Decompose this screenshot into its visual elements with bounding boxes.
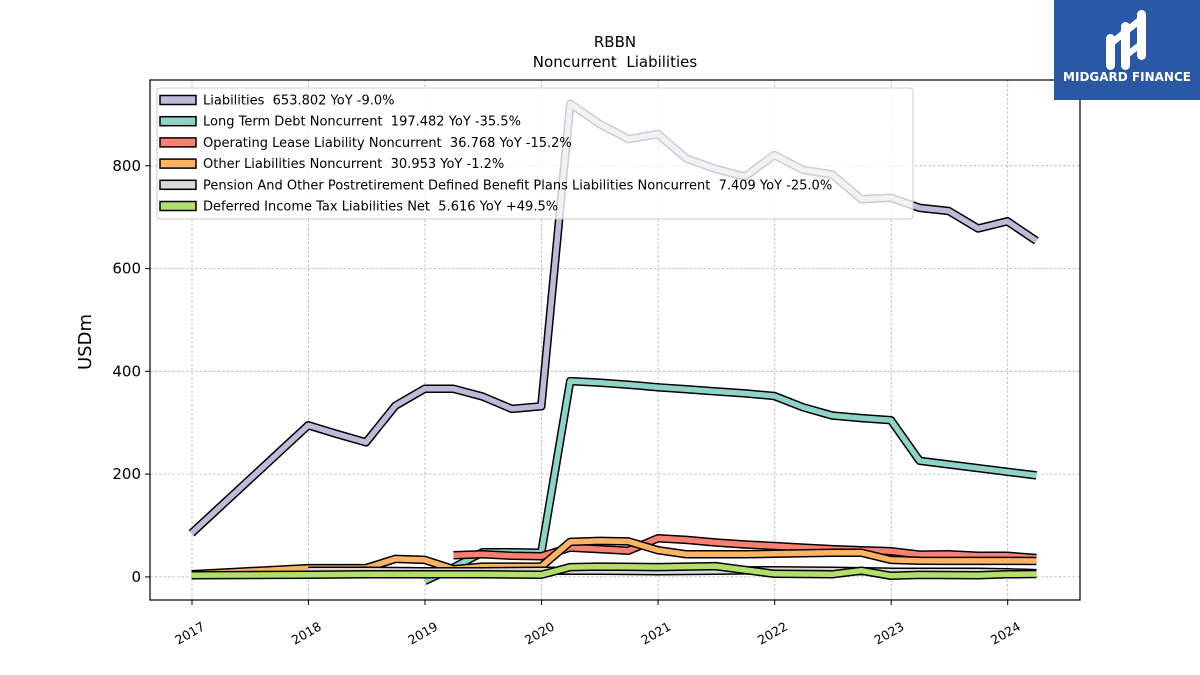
- legend-label: Other Liabilities Noncurrent 30.953 YoY …: [203, 157, 504, 172]
- legend-entry: Other Liabilities Noncurrent 30.953 YoY …: [159, 157, 504, 172]
- legend-entry: Pension And Other Postretirement Defined…: [159, 178, 832, 193]
- legend-swatch: [159, 94, 197, 106]
- legend-swatch: [159, 158, 197, 169]
- y-tick-label: 0: [131, 568, 141, 586]
- legend-entry: Long Term Debt Noncurrent 197.482 YoY -3…: [159, 115, 521, 130]
- logo-text: MIDGARD FINANCE: [1063, 70, 1191, 84]
- other-liabilities-noncurrent-line: [191, 538, 1037, 578]
- legend-label: Operating Lease Liability Noncurrent 36.…: [203, 136, 572, 151]
- legend-entry: Liabilities 653.802 YoY -9.0%: [159, 94, 395, 109]
- y-axis-label: USDm: [75, 314, 96, 370]
- chart-title: RBBN: [594, 33, 636, 51]
- series-deferred-income-tax-liabilities-net: [191, 561, 1037, 581]
- legend-swatch: [159, 179, 197, 191]
- y-axis: 0 200 400 600 800: [112, 157, 150, 586]
- axes-frame: [149, 79, 1081, 601]
- deferred-income-tax-liabilities-net-line: [191, 563, 1037, 579]
- legend-label: Pension And Other Postretirement Defined…: [203, 178, 832, 193]
- legend: Liabilities 653.802 YoY -9.0% Long Term D…: [156, 87, 914, 220]
- legend-label: Liabilities 653.802 YoY -9.0%: [203, 94, 395, 109]
- y-tick-label: 400: [112, 362, 141, 380]
- legend-label: Long Term Debt Noncurrent 197.482 YoY -3…: [203, 115, 521, 130]
- legend-label: Deferred Income Tax Liabilities Net 5.61…: [203, 200, 558, 215]
- series-other-liabilities-noncurrent: [191, 536, 1037, 579]
- y-tick-label: 600: [112, 260, 141, 278]
- chart-subtitle: Noncurrent Liabilities: [533, 53, 698, 71]
- legend-swatch: [159, 115, 197, 127]
- pillars-logo-icon: [1106, 10, 1146, 70]
- legend-swatch: [159, 200, 197, 212]
- legend-box: [156, 87, 914, 220]
- legend-swatch: [159, 137, 197, 148]
- legend-entry: Deferred Income Tax Liabilities Net 5.61…: [159, 200, 558, 215]
- midgard-finance-logo: MIDGARD FINANCE: [1054, 0, 1200, 100]
- y-tick-label: 200: [112, 465, 141, 483]
- legend-entry: Operating Lease Liability Noncurrent 36.…: [159, 136, 572, 151]
- y-tick-label: 800: [112, 157, 141, 175]
